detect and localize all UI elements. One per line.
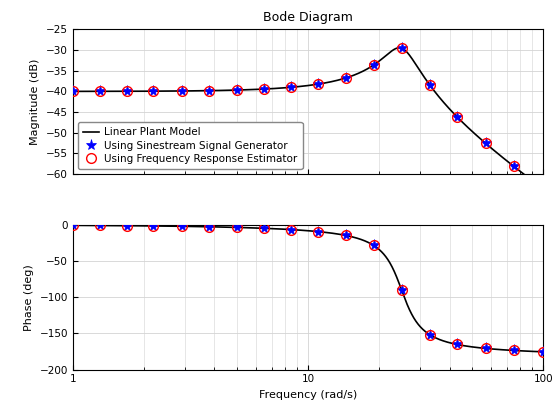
X-axis label: Frequency (rad/s): Frequency (rad/s) [259,390,357,400]
Line: Using Frequency Response Estimator: Using Frequency Response Estimator [68,43,548,194]
Using Frequency Response Estimator [150,89,157,94]
Using Frequency Response Estimator [260,87,267,92]
Using Frequency Response Estimator [454,114,460,119]
Y-axis label: Phase (deg): Phase (deg) [24,264,34,331]
Using Sinestream Signal Generator [206,88,213,93]
Line: Linear Plant Model: Linear Plant Model [73,48,543,189]
Using Frequency Response Estimator [178,89,185,94]
Using Sinestream Signal Generator [234,87,241,92]
Using Sinestream Signal Generator [69,89,76,94]
Using Sinestream Signal Generator [260,87,267,92]
Using Frequency Response Estimator [343,75,349,80]
Title: Bode Diagram: Bode Diagram [263,11,353,24]
Using Sinestream Signal Generator [150,89,157,94]
Using Sinestream Signal Generator [427,83,433,88]
Using Sinestream Signal Generator [178,89,185,94]
Using Frequency Response Estimator [206,88,213,93]
Linear Plant Model [298,84,305,89]
Linear Plant Model [526,176,533,181]
Y-axis label: Magnitude (dB): Magnitude (dB) [30,59,40,145]
Using Frequency Response Estimator [124,89,130,94]
Using Frequency Response Estimator [288,85,295,90]
Using Sinestream Signal Generator [370,63,377,68]
Using Sinestream Signal Generator [511,164,517,169]
Linear Plant Model [396,45,403,50]
Using Frequency Response Estimator [427,83,433,88]
Linear Plant Model [69,89,76,94]
Linear Plant Model [526,176,533,181]
Linear Plant Model [440,100,447,105]
Using Frequency Response Estimator [482,141,489,146]
Using Frequency Response Estimator [540,186,547,192]
Using Frequency Response Estimator [96,89,103,94]
Using Sinestream Signal Generator [398,46,405,51]
Using Sinestream Signal Generator [482,141,489,146]
Legend: Linear Plant Model, Using Sinestream Signal Generator, Using Frequency Response : Linear Plant Model, Using Sinestream Sig… [78,122,302,169]
Linear Plant Model [286,85,292,90]
Linear Plant Model [94,89,100,94]
Using Frequency Response Estimator [69,89,76,94]
Using Frequency Response Estimator [511,164,517,169]
Using Frequency Response Estimator [370,63,377,68]
Using Sinestream Signal Generator [454,114,460,119]
Using Sinestream Signal Generator [288,85,295,90]
Using Sinestream Signal Generator [96,89,103,94]
Using Frequency Response Estimator [234,87,241,92]
Using Frequency Response Estimator [398,46,405,51]
Using Sinestream Signal Generator [343,75,349,80]
Using Sinestream Signal Generator [124,89,130,94]
Using Sinestream Signal Generator [540,186,547,192]
Linear Plant Model [540,186,547,192]
Using Frequency Response Estimator [314,81,321,87]
Line: Using Sinestream Signal Generator: Using Sinestream Signal Generator [67,43,549,194]
Using Sinestream Signal Generator [314,81,321,87]
